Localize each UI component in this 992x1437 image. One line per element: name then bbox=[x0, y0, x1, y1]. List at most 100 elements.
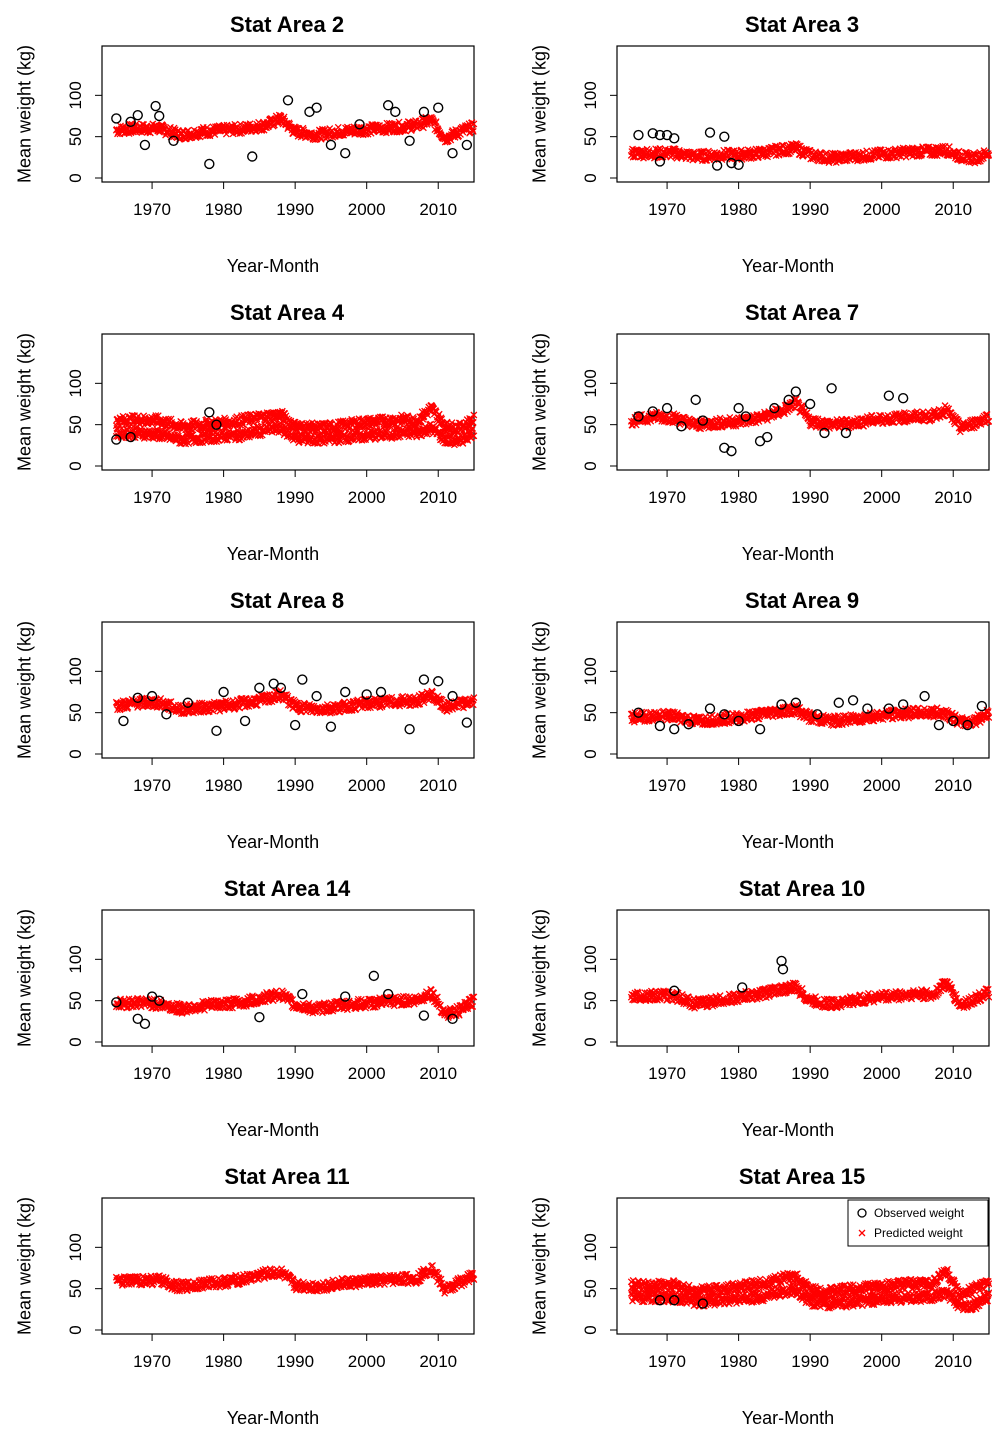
observed-point bbox=[418, 1010, 430, 1021]
observed-point bbox=[919, 690, 930, 702]
predicted-point bbox=[432, 118, 440, 126]
x-tick-label: 1980 bbox=[720, 488, 758, 507]
observed-point bbox=[375, 686, 387, 698]
plot-box bbox=[616, 45, 990, 183]
observed-point bbox=[804, 398, 816, 410]
observed-point bbox=[247, 151, 258, 162]
x-tick-label: 2010 bbox=[419, 776, 457, 795]
y-axis-label: Mean weight (kg) bbox=[14, 45, 34, 183]
panel-title: Stat Area 10 bbox=[739, 876, 865, 901]
observed-point bbox=[311, 690, 322, 702]
x-tick-label: 1990 bbox=[276, 488, 314, 507]
series-predicted bbox=[112, 111, 478, 146]
x-axis-label: Year-Month bbox=[742, 832, 834, 852]
observed-point bbox=[733, 402, 744, 414]
panel-title: Stat Area 2 bbox=[230, 12, 344, 37]
y-tick-label: 100 bbox=[581, 657, 600, 685]
observed-point bbox=[118, 715, 129, 727]
series-predicted bbox=[627, 701, 992, 730]
observed-point bbox=[826, 383, 837, 394]
observed-point bbox=[404, 724, 415, 735]
predicted-point bbox=[258, 125, 266, 133]
x-tick-label: 2000 bbox=[863, 776, 901, 795]
observed-point bbox=[976, 700, 988, 712]
x-axis-label: Year-Month bbox=[227, 1120, 319, 1140]
observed-point bbox=[325, 721, 337, 732]
plot-box bbox=[101, 333, 475, 471]
observed-point bbox=[239, 715, 251, 727]
observed-point bbox=[354, 119, 365, 130]
predicted-point bbox=[408, 125, 416, 133]
x-tick-label: 2000 bbox=[348, 200, 386, 219]
observed-point bbox=[282, 95, 294, 106]
observed-point bbox=[404, 135, 415, 147]
y-tick-label: 100 bbox=[581, 369, 600, 397]
observed-point bbox=[254, 1012, 265, 1023]
observed-point bbox=[340, 147, 351, 159]
y-axis-label: Mean weight (kg) bbox=[14, 333, 34, 471]
x-tick-label: 2010 bbox=[419, 200, 457, 219]
y-tick-label: 0 bbox=[581, 461, 600, 470]
observed-point bbox=[762, 431, 773, 443]
y-tick-label: 100 bbox=[66, 945, 85, 973]
x-tick-label: 1970 bbox=[648, 776, 686, 795]
x-tick-label: 1990 bbox=[276, 776, 314, 795]
x-tick-label: 1980 bbox=[720, 200, 758, 219]
y-tick-label: 100 bbox=[66, 369, 85, 397]
series-predicted bbox=[627, 140, 992, 167]
observed-point bbox=[883, 390, 895, 401]
x-tick-label: 1980 bbox=[205, 776, 243, 795]
x-tick-label: 1990 bbox=[276, 1064, 314, 1083]
observed-point bbox=[211, 725, 222, 737]
y-axis-label: Mean weight (kg) bbox=[529, 45, 549, 183]
observed-point bbox=[847, 695, 859, 706]
predicted-point bbox=[391, 120, 399, 128]
series-predicted bbox=[112, 686, 478, 718]
x-tick-label: 1990 bbox=[791, 776, 829, 795]
observed-point bbox=[139, 1018, 151, 1030]
observed-point bbox=[461, 139, 473, 151]
x-tick-label: 1980 bbox=[720, 776, 758, 795]
x-tick-label: 1990 bbox=[276, 200, 314, 219]
x-tick-label: 1970 bbox=[133, 488, 171, 507]
observed-point bbox=[433, 676, 444, 687]
x-tick-label: 2010 bbox=[934, 488, 972, 507]
plot-box bbox=[101, 45, 475, 183]
x-tick-label: 1990 bbox=[791, 200, 829, 219]
observed-point bbox=[418, 674, 430, 685]
predicted-point bbox=[334, 123, 342, 131]
observed-point bbox=[790, 386, 802, 397]
observed-point bbox=[325, 139, 337, 151]
y-tick-label: 50 bbox=[66, 127, 85, 146]
panel-title: Stat Area 9 bbox=[745, 588, 859, 613]
x-tick-label: 1990 bbox=[791, 488, 829, 507]
y-tick-label: 0 bbox=[66, 173, 85, 182]
x-tick-label: 2000 bbox=[863, 488, 901, 507]
y-tick-label: 0 bbox=[66, 749, 85, 758]
observed-point bbox=[897, 699, 909, 710]
x-tick-label: 1970 bbox=[648, 488, 686, 507]
observed-point bbox=[719, 131, 730, 142]
observed-point bbox=[669, 724, 680, 735]
x-tick-label: 1980 bbox=[205, 1064, 243, 1083]
observed-point bbox=[204, 158, 215, 170]
observed-point bbox=[447, 147, 458, 159]
observed-point bbox=[690, 394, 701, 406]
x-tick-label: 1980 bbox=[205, 488, 243, 507]
observed-point bbox=[711, 160, 723, 171]
observed-point bbox=[368, 970, 380, 982]
observed-point bbox=[704, 127, 716, 138]
y-tick-label: 100 bbox=[66, 657, 85, 685]
x-axis-label: Year-Month bbox=[227, 832, 319, 852]
x-tick-label: 1970 bbox=[648, 1064, 686, 1083]
panel-title: Stat Area 7 bbox=[745, 300, 859, 325]
observed-point bbox=[433, 102, 444, 113]
observed-point bbox=[204, 407, 215, 418]
plot-box bbox=[101, 909, 475, 1047]
